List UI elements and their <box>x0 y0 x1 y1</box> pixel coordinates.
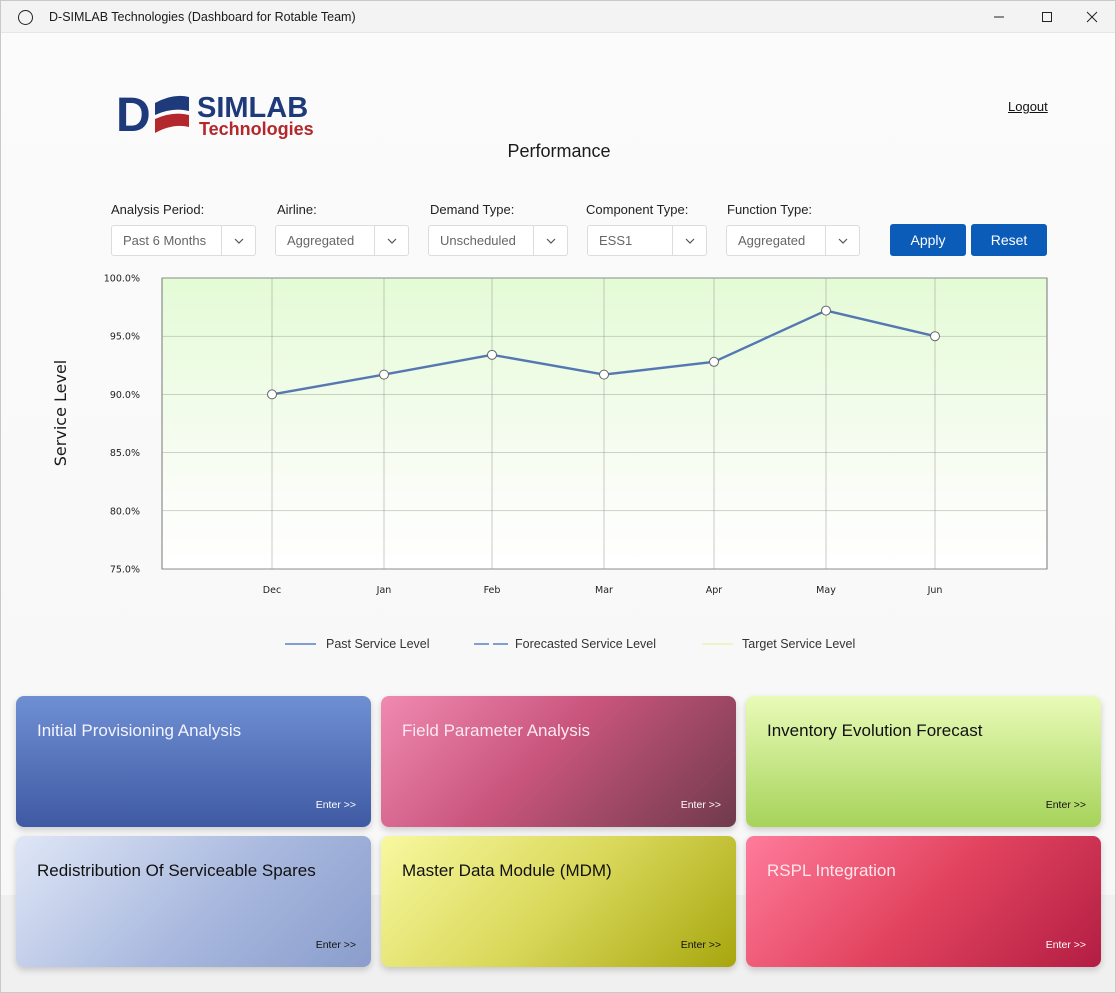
title-bar: D-SIMLAB Technologies (Dashboard for Rot… <box>1 1 1115 33</box>
chevron-down-icon <box>387 238 396 244</box>
card-title: RSPL Integration <box>767 861 896 880</box>
y-tick-label: 90.0% <box>110 390 140 401</box>
maximize-icon <box>1042 12 1052 22</box>
y-axis-label: Service Level <box>51 360 70 466</box>
chevron-down-icon <box>546 238 555 244</box>
demand-type-select[interactable]: Unscheduled <box>428 225 568 256</box>
airline-select[interactable]: Aggregated <box>275 225 409 256</box>
logo-swoosh-blue <box>155 95 189 115</box>
service-level-chart: 100.0% 95.0% 90.0% 85.0% 80.0% 75.0% Dec Jan Fe… <box>51 274 1048 596</box>
series-past-service-level <box>267 305 940 400</box>
card-enter-link[interactable]: Enter >> <box>1045 939 1086 951</box>
reset-button[interactable]: Reset <box>971 224 1047 256</box>
close-button[interactable] <box>1069 1 1115 33</box>
window-title: D-SIMLAB Technologies (Dashboard for Rot… <box>49 10 356 24</box>
chevron-down-icon <box>685 238 694 244</box>
data-point[interactable] <box>267 389 277 400</box>
logo-sub-text: Technologies <box>199 119 314 139</box>
maximize-button[interactable] <box>1024 1 1070 33</box>
x-tick-label: Feb <box>484 585 501 596</box>
demand-type-value: Unscheduled <box>440 233 516 248</box>
data-point[interactable] <box>599 369 609 380</box>
function-type-value: Aggregated <box>738 233 806 248</box>
x-tick-label: Jun <box>927 585 943 596</box>
card-enter-link[interactable]: Enter >> <box>680 939 721 951</box>
card-title: Field Parameter Analysis <box>402 721 591 740</box>
y-tick-label: 75.0% <box>110 565 140 576</box>
component-type-label: Component Type: <box>586 202 689 217</box>
plot-area <box>161 277 1048 570</box>
minimize-button[interactable] <box>976 1 1022 33</box>
airline-value: Aggregated <box>287 233 355 248</box>
card-redistribution[interactable]: Redistribution Of Serviceable Spares Ent… <box>16 836 371 967</box>
demand-type-label: Demand Type: <box>430 202 515 217</box>
function-type-label: Function Type: <box>727 202 813 217</box>
legend-forecast-line <box>474 643 508 645</box>
page-title: Performance <box>507 141 611 161</box>
card-initial-provisioning[interactable]: Initial Provisioning Analysis Enter >> <box>16 696 371 827</box>
y-tick-label: 95.0% <box>110 332 140 343</box>
data-point[interactable] <box>379 369 389 380</box>
card-title: Inventory Evolution Forecast <box>767 721 983 740</box>
x-tick-label: May <box>816 585 836 596</box>
x-tick-label: Dec <box>263 585 281 596</box>
legend-target-line <box>702 643 733 645</box>
analysis-period-select[interactable]: Past 6 Months <box>111 225 256 256</box>
legend-past: Past Service Level <box>326 637 430 651</box>
analysis-period-value: Past 6 Months <box>123 233 207 248</box>
card-field-parameter[interactable]: Field Parameter Analysis Enter >> <box>381 696 736 827</box>
minimize-icon <box>994 16 1004 18</box>
card-enter-link[interactable]: Enter >> <box>315 799 356 811</box>
legend-target: Target Service Level <box>742 637 856 651</box>
chevron-down-icon <box>234 238 243 244</box>
card-enter-link[interactable]: Enter >> <box>315 939 356 951</box>
airline-label: Airline: <box>277 202 317 217</box>
x-tick-label: Mar <box>595 585 613 596</box>
chevron-down-icon <box>838 238 847 244</box>
card-enter-link[interactable]: Enter >> <box>1045 799 1086 811</box>
y-tick-labels: 100.0% 95.0% 90.0% 85.0% 80.0% 75.0% <box>104 274 140 576</box>
card-title: Master Data Module (MDM) <box>402 861 612 880</box>
y-tick-label: 80.0% <box>110 506 140 517</box>
card-enter-link[interactable]: Enter >> <box>680 799 721 811</box>
apply-button[interactable]: Apply <box>890 224 966 256</box>
logo-swoosh-red <box>155 113 189 133</box>
y-tick-label: 85.0% <box>110 448 140 459</box>
logo-main-text: SIMLAB <box>197 92 308 124</box>
function-type-select[interactable]: Aggregated <box>726 225 860 256</box>
card-inventory-evolution[interactable]: Inventory Evolution Forecast Enter >> <box>746 696 1101 827</box>
data-point[interactable] <box>709 356 719 367</box>
chart-grid <box>161 277 1048 570</box>
card-title: Redistribution Of Serviceable Spares <box>37 861 316 880</box>
logo-letter: D <box>116 89 151 141</box>
data-point[interactable] <box>930 331 940 342</box>
x-tick-labels: Dec Jan Feb Mar Apr May Jun <box>263 585 943 596</box>
component-type-select[interactable]: ESS1 <box>587 225 707 256</box>
x-tick-label: Jan <box>376 585 392 596</box>
card-title: Initial Provisioning Analysis <box>37 721 242 740</box>
app-circle-icon <box>18 10 33 25</box>
data-point[interactable] <box>821 305 831 316</box>
close-icon <box>1086 11 1098 23</box>
dashboard-content: D SIMLAB Technologies Logout Performance… <box>1 33 1115 992</box>
y-tick-label: 100.0% <box>104 274 140 285</box>
legend-forecast: Forecasted Service Level <box>515 637 657 651</box>
company-logo: D SIMLAB Technologies <box>116 89 314 141</box>
data-point[interactable] <box>487 349 497 360</box>
card-master-data[interactable]: Master Data Module (MDM) Enter >> <box>381 836 736 967</box>
card-rspl-integration[interactable]: RSPL Integration Enter >> <box>746 836 1101 967</box>
component-type-value: ESS1 <box>599 233 633 248</box>
analysis-period-label: Analysis Period: <box>111 202 205 217</box>
logout-link[interactable]: Logout <box>1008 99 1048 114</box>
legend-past-line <box>285 643 316 645</box>
x-tick-label: Apr <box>706 585 723 596</box>
